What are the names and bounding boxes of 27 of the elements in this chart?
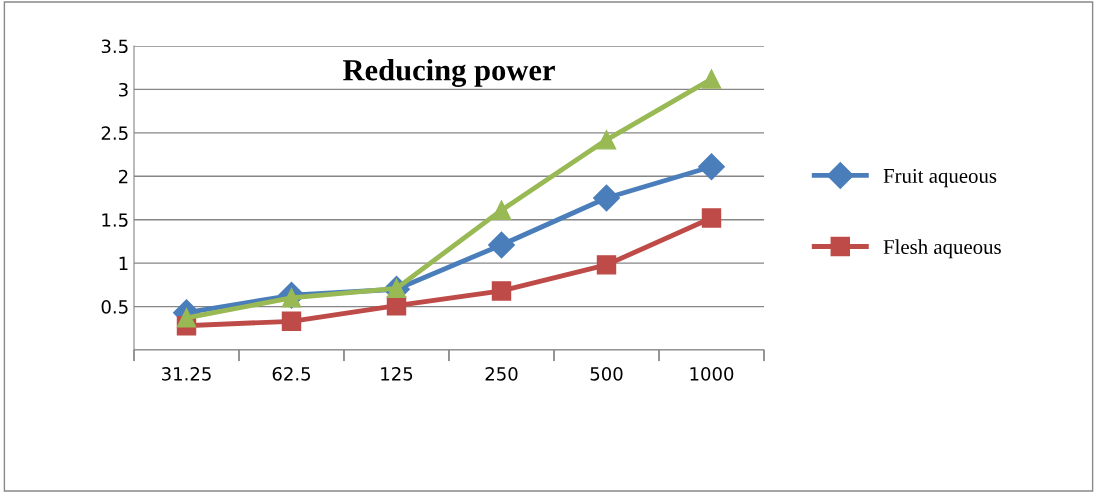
x-tick-label: 125 <box>381 366 413 381</box>
y-tick-label: 3.5 <box>101 39 128 54</box>
legend-label: Fruit aqueous <box>883 168 997 188</box>
point <box>596 130 617 150</box>
y-tick-label: 2 <box>118 169 128 184</box>
x-tick-label: 62.5 <box>272 366 311 381</box>
point <box>593 184 620 212</box>
y-tick-label: 1 <box>119 256 128 270</box>
point <box>488 231 515 259</box>
y-tick-label: 2.5 <box>101 126 128 140</box>
point <box>701 208 722 228</box>
x-tick-label: 500 <box>590 366 623 381</box>
x-tick-label: 31.25 <box>162 366 211 381</box>
legend-label: Flesh aqueous <box>883 239 1001 259</box>
x-tick-label: 1000 <box>690 366 734 381</box>
chart-title: Reducing power <box>343 59 555 87</box>
point <box>281 311 302 332</box>
y-tick-label: 1.5 <box>102 213 128 227</box>
point <box>701 69 722 89</box>
point <box>176 308 197 328</box>
point <box>596 255 617 275</box>
point <box>491 200 512 220</box>
x-tick-label: 250 <box>485 366 518 381</box>
point <box>491 281 512 301</box>
y-tick-label: 0.5 <box>101 300 128 314</box>
y-tick-label: 3 <box>119 82 128 97</box>
point <box>698 153 725 181</box>
